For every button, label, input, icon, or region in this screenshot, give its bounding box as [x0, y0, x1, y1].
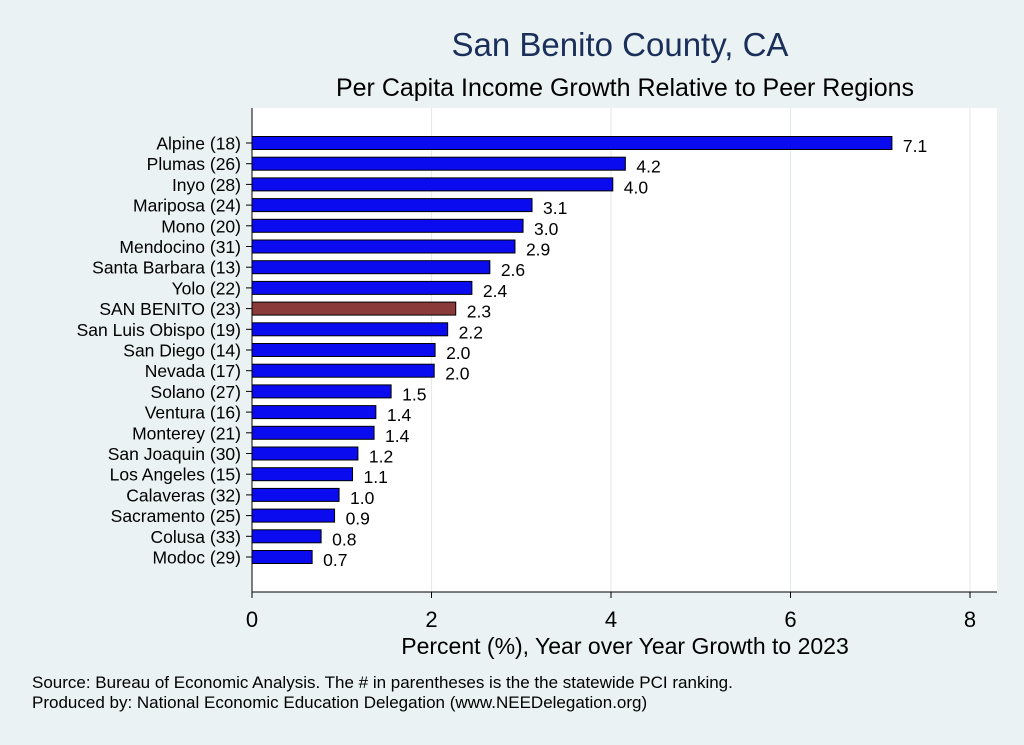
category-label: San Joaquin (30): [108, 444, 241, 464]
bar: [251, 156, 626, 171]
bar: [251, 177, 614, 192]
chart-subtitle: Per Capita Income Growth Relative to Pee…: [335, 74, 915, 102]
bar: [251, 280, 473, 295]
producer-note: Produced by: National Economic Education…: [32, 693, 648, 712]
value-label: 1.1: [364, 467, 388, 487]
category-label: Ventura (16): [145, 403, 241, 423]
value-label: 4.2: [636, 157, 660, 177]
bar: [251, 239, 516, 254]
bar: [251, 446, 359, 461]
category-label: Mariposa (24): [133, 196, 241, 216]
bar: [251, 487, 340, 502]
category-label: Inyo (28): [172, 175, 241, 195]
category-label: Alpine (18): [156, 134, 241, 154]
value-label: 1.4: [387, 405, 412, 425]
category-label: Yolo (22): [172, 278, 241, 298]
chart-title: San Benito County, CA: [451, 26, 789, 63]
value-label: 1.5: [402, 384, 426, 404]
bar: [251, 301, 457, 316]
category-label: Santa Barbara (13): [92, 258, 241, 278]
bar: [251, 550, 313, 564]
category-label: Sacramento (25): [111, 506, 241, 526]
bar: [251, 425, 375, 440]
x-tick-label: 0: [246, 607, 258, 632]
value-label: 1.0: [350, 488, 375, 508]
x-tick-label: 8: [964, 607, 976, 632]
value-label: 1.2: [369, 447, 393, 467]
bar: [251, 260, 491, 275]
bar: [251, 363, 435, 378]
value-label: 2.2: [459, 322, 483, 342]
category-label: Monterey (21): [132, 423, 241, 443]
value-label: 3.0: [534, 219, 559, 239]
category-label: Calaveras (32): [126, 485, 241, 505]
value-label: 2.0: [445, 364, 470, 384]
value-label: 2.9: [526, 240, 550, 260]
category-label: Mendocino (31): [119, 237, 241, 257]
bar: [251, 384, 392, 399]
value-label: 0.8: [332, 529, 356, 549]
category-label: Plumas (26): [147, 154, 241, 174]
category-label: Los Angeles (15): [110, 465, 241, 485]
x-tick-label: 4: [605, 607, 617, 632]
value-label: 2.0: [446, 343, 471, 363]
bar: [251, 322, 449, 337]
value-label: 0.9: [346, 509, 370, 529]
bar: [251, 508, 336, 523]
bar: [251, 405, 377, 420]
category-label: Modoc (29): [152, 548, 241, 568]
bar: [251, 467, 354, 482]
category-label: San Diego (14): [123, 341, 241, 361]
bar: [251, 529, 322, 544]
bar: [251, 198, 533, 213]
bar: [251, 218, 524, 233]
bar: [251, 343, 436, 357]
value-label: 2.3: [467, 302, 491, 322]
value-label: 0.7: [323, 550, 347, 570]
value-label: 7.1: [903, 136, 927, 156]
category-label: San Luis Obispo (19): [77, 320, 241, 340]
x-tick-label: 2: [425, 607, 437, 632]
value-label: 1.4: [385, 426, 410, 446]
x-tick-label: 6: [784, 607, 796, 632]
value-label: 2.6: [501, 260, 525, 280]
category-label: Colusa (33): [151, 527, 241, 547]
category-label: SAN BENITO (23): [99, 299, 241, 319]
category-label: Nevada (17): [145, 361, 241, 381]
bar: [251, 136, 893, 150]
value-label: 2.4: [483, 281, 508, 301]
x-axis-label: Percent (%), Year over Year Growth to 20…: [401, 633, 849, 659]
value-label: 3.1: [543, 198, 567, 218]
source-note: Source: Bureau of Economic Analysis. The…: [32, 673, 733, 692]
category-label: Mono (20): [161, 216, 241, 236]
value-label: 4.0: [624, 177, 649, 197]
category-label: Solano (27): [151, 382, 241, 402]
